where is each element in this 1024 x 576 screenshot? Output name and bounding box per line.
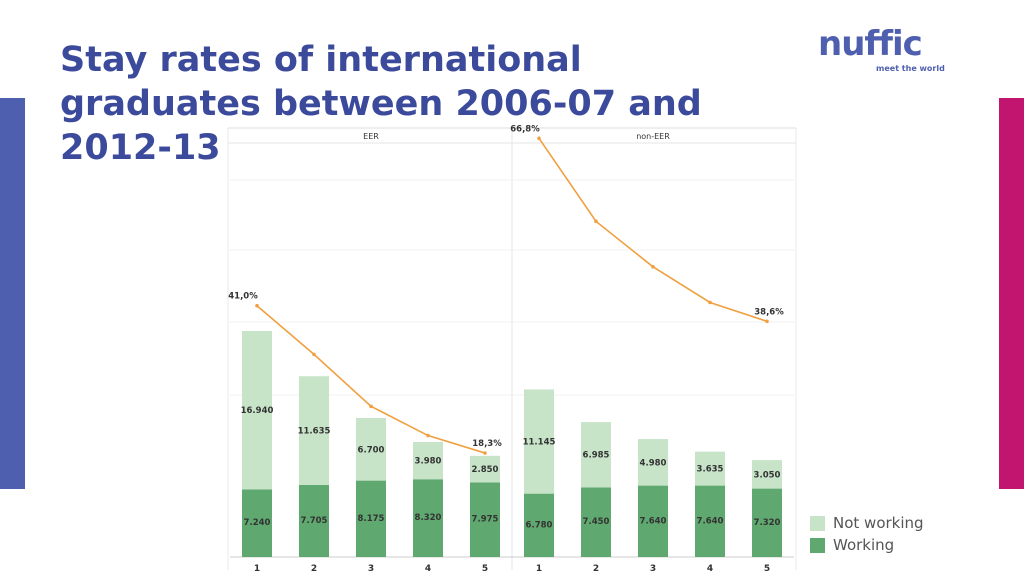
label-working-eer-5: 7.975 [472,515,499,525]
label-not-working-eer-2: 11.635 [298,427,331,437]
label-working-non-eer-1: 6.780 [526,520,553,530]
tick-label-eer-1: 1 [254,564,260,574]
bar-not-working-non-eer-2 [581,422,611,488]
tick-label-eer-4: 4 [425,564,431,574]
bar-working-eer-3 [356,480,386,557]
left-accent-bar [0,98,25,489]
label-not-working-eer-3: 6.700 [358,445,385,455]
stay-rate-point-eer-2 [312,352,316,357]
label-not-working-non-eer-3: 4.980 [640,458,667,468]
bar-not-working-non-eer-1 [524,389,554,494]
label-not-working-non-eer-4: 3.635 [697,465,724,475]
label-working-non-eer-2: 7.450 [583,517,610,527]
legend-swatch-not-working [810,515,825,531]
label-not-working-eer-4: 3.980 [415,457,442,467]
stay-rate-point-non-eer-3 [651,264,655,269]
tick-label-non-eer-3: 3 [650,564,656,574]
label-not-working-non-eer-2: 6.985 [583,451,610,461]
stay-rate-point-non-eer-2 [594,219,598,224]
bar-working-non-eer-2 [581,487,611,557]
label-working-non-eer-4: 7.640 [697,516,724,526]
bar-working-non-eer-3 [638,485,668,557]
label-working-eer-1: 7.240 [244,518,271,528]
stay-rate-point-eer-1 [255,303,259,308]
stay-rate-point-eer-5 [483,451,487,455]
label-working-non-eer-3: 7.640 [640,516,667,526]
stay-rate-point-non-eer-1 [537,136,541,141]
label-working-eer-3: 8.175 [358,514,385,524]
bar-not-working-non-eer-4 [695,451,725,486]
label-working-non-eer-5: 7.320 [754,518,781,528]
bar-not-working-eer-1 [242,331,272,490]
tick-label-non-eer-5: 5 [764,564,770,574]
stay-rate-point-non-eer-4 [708,300,712,305]
label-not-working-eer-5: 2.850 [472,465,499,475]
bar-working-eer-5 [470,482,500,557]
nuffic-logo: nuffic meet the world [818,24,948,76]
bar-not-working-non-eer-5 [752,460,782,489]
tick-label-eer-2: 2 [311,564,317,574]
tick-label-non-eer-2: 2 [593,564,599,574]
bar-working-eer-4 [413,479,443,557]
tick-label-eer-5: 5 [482,564,488,574]
stay-rate-point-eer-4 [426,433,430,438]
tick-label-non-eer-1: 1 [536,564,542,574]
bar-working-non-eer-1 [524,493,554,557]
bar-not-working-eer-3 [356,417,386,481]
stay-rate-point-non-eer-5 [765,319,769,324]
stay-rate-label-non-eer-5: 38,6% [754,307,784,317]
bar-working-non-eer-5 [752,488,782,557]
chart-legend: Not working Working [810,512,924,556]
legend-label-not-working: Not working [833,514,924,532]
right-accent-bar [999,98,1024,489]
stay-rate-line-non-eer [538,137,768,323]
bar-working-non-eer-4 [695,485,725,557]
stay-rate-label-eer-5: 18,3% [472,439,502,449]
logo-tagline: meet the world [876,64,945,73]
stay-rate-label-eer-1: 41,0% [228,292,258,302]
legend-label-working: Working [833,536,895,554]
tick-label-non-eer-4: 4 [707,564,713,574]
logo-wordmark: nuffic [818,24,923,64]
label-working-eer-4: 8.320 [415,513,442,523]
bar-not-working-eer-2 [299,376,329,485]
panel-title-eer: EER [363,132,379,141]
bar-not-working-eer-4 [413,442,443,480]
label-not-working-non-eer-1: 11.145 [523,438,556,448]
label-not-working-eer-1: 16.940 [241,406,274,416]
legend-item-not-working: Not working [810,512,924,534]
label-not-working-non-eer-5: 3.050 [754,470,781,480]
page-title: Stay rates of international graduates be… [60,40,702,168]
stay-rate-point-eer-3 [369,404,373,409]
label-working-eer-2: 7.705 [301,516,328,526]
bar-not-working-non-eer-3 [638,439,668,486]
panel-title-non-eer: non-EER [636,132,670,141]
bar-not-working-eer-5 [470,455,500,483]
tick-label-eer-3: 3 [368,564,374,574]
legend-item-working: Working [810,534,924,556]
bar-working-eer-1 [242,489,272,557]
stay-rate-label-non-eer-1: 66,8% [510,124,540,134]
bar-working-eer-2 [299,484,329,557]
legend-swatch-working [810,537,825,553]
